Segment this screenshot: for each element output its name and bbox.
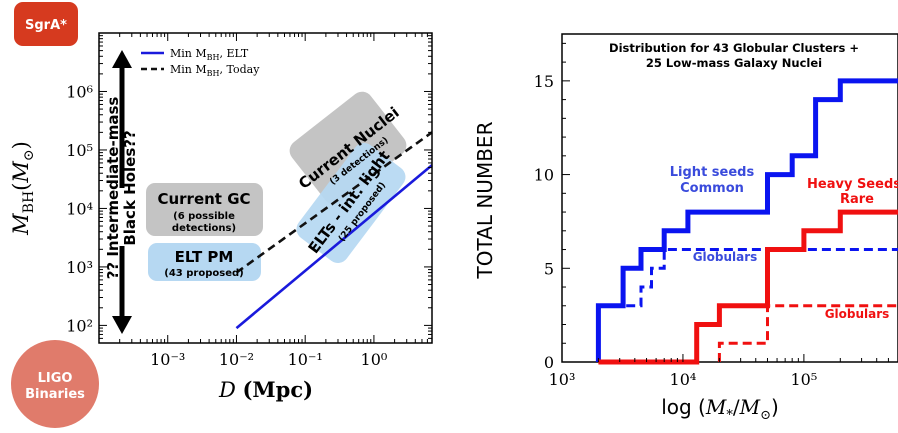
right-tick-labels: 10³ 10⁴ 10⁵ 0 5 10 15: [534, 72, 818, 389]
left-ylabel: MBH(M⊙): [9, 141, 37, 236]
legend-today-label: Min MBH, Today: [170, 63, 260, 78]
series-light-seeds-step: [595, 78, 898, 362]
x-tick-label: 10³: [549, 370, 576, 389]
region-current-gc-title: Current GC: [157, 190, 250, 208]
right-chart: 10³ 10⁴ 10⁵ 0 5 10 15 Distribution for 43 Glob…: [473, 33, 898, 423]
x-tick-label: 10⁻²: [219, 350, 254, 369]
x-tick-label: 10⁵: [790, 370, 817, 389]
ligo-badge-label-2: Binaries: [25, 387, 85, 402]
right-xlabel: log (M*/M⊙): [661, 395, 779, 423]
imbh-label-line1: ?? Intermediate-mass: [104, 97, 122, 280]
label-light-seeds-1: Light seeds: [670, 165, 755, 180]
y-tick-label: 10³: [66, 258, 93, 277]
label-heavy-seeds-2: Rare: [840, 192, 874, 207]
left-plot-frame: [98, 32, 433, 344]
region-elt-pm-box: [148, 243, 261, 281]
left-tick-labels: 10⁻³ 10⁻² 10⁻¹ 10⁰ 10² 10³ 10⁴ 10⁵ 10⁶: [66, 82, 387, 369]
label-light-seeds-2: Common: [680, 181, 744, 196]
region-elt-pm-title: ELT PM: [175, 248, 234, 266]
left-series-lines: [235, 131, 433, 330]
series-red-globulars-step: [717, 304, 898, 362]
label-blue-globulars: Globulars: [693, 250, 758, 264]
right-ylabel: TOTAL NUMBER: [473, 121, 497, 279]
y-tick-label: 10: [534, 166, 554, 185]
y-tick-label: 15: [534, 72, 554, 91]
region-current-gc-sub1: (6 possible: [173, 211, 235, 222]
right-plot-frame: [561, 33, 898, 363]
x-tick-label: 10⁴: [670, 370, 697, 389]
right-title-line1: Distribution for 43 Globular Clusters +: [609, 41, 859, 55]
left-chart: Current GC (6 possible detections) ELT P…: [9, 2, 433, 428]
y-tick-label: 5: [544, 259, 554, 278]
region-elts-int-light-box: [296, 143, 406, 263]
region-current-gc-box: [146, 183, 263, 236]
series-heavy-seeds-step: [598, 209, 898, 365]
y-tick-label: 0: [544, 353, 554, 372]
label-heavy-seeds-1: Heavy Seeds: [807, 177, 898, 192]
x-tick-label: 10⁻³: [150, 350, 185, 369]
sgra-badge: [14, 2, 78, 46]
x-tick-label: 10⁻¹: [288, 350, 323, 369]
region-current-nuclei-box: [289, 91, 407, 205]
ligo-badge-label-1: LIGO: [38, 371, 73, 386]
region-current-gc-sub2: detections): [172, 223, 236, 234]
ligo-badge: [11, 340, 99, 428]
y-tick-label: 10²: [66, 316, 93, 335]
series-min-mbh-elt-line: [235, 164, 433, 330]
legend-elt-label: Min MBH, ELT: [170, 47, 249, 62]
right-title-line2: 25 Low-mass Galaxy Nuclei: [646, 56, 822, 70]
label-red-globulars: Globulars: [825, 307, 890, 321]
right-series-steps: [595, 78, 898, 365]
y-tick-label: 10⁴: [66, 199, 93, 218]
imbh-label-line2: Black Holes??: [121, 130, 139, 245]
x-tick-label: 10⁰: [361, 350, 388, 369]
y-tick-label: 10⁵: [66, 141, 93, 160]
sgra-badge-label: SgrA*: [25, 18, 67, 33]
right-axis-ticks: [561, 42, 898, 363]
y-tick-label: 10⁶: [66, 82, 93, 101]
imbh-arrow: ?? Intermediate-mass Black Holes??: [104, 50, 139, 334]
series-min-mbh-today-line: [235, 131, 433, 274]
region-elt-pm-sub: (43 proposed): [164, 268, 243, 279]
left-legend: Min MBH, ELT Min MBH, Today: [141, 47, 260, 78]
left-xlabel: D (Mpc): [218, 377, 313, 402]
left-regions: [146, 91, 407, 281]
left-axis-ticks: [98, 33, 433, 344]
